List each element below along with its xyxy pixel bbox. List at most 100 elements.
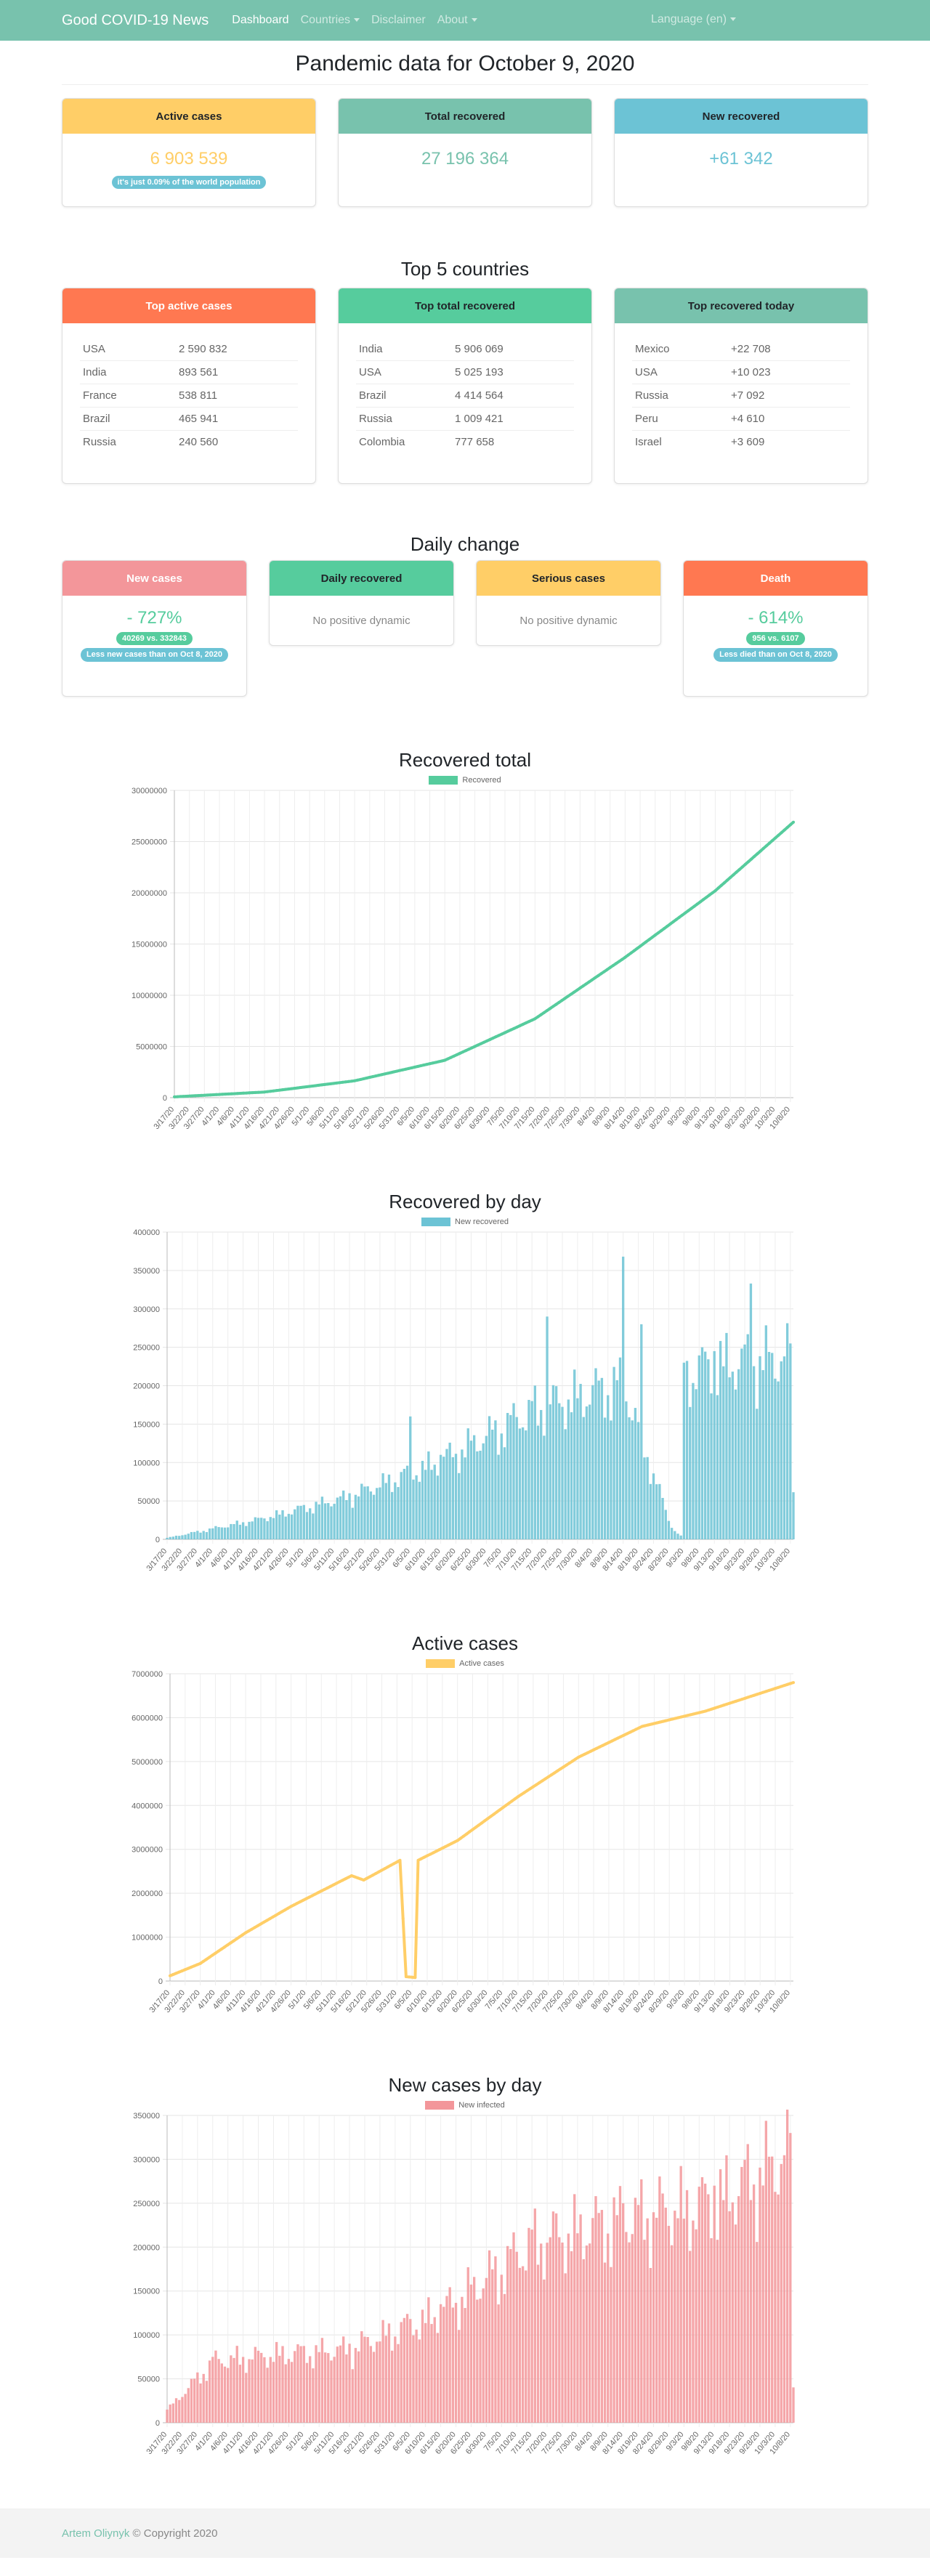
bar [588, 2243, 591, 2423]
status-text: No positive dynamic [312, 615, 411, 628]
data-point [307, 1895, 311, 1899]
top-active-table: USA 2 590 832 India 893 561 France 538 811 … [80, 338, 298, 453]
bar [658, 1484, 661, 1540]
chart-legend[interactable]: New recovered [62, 1218, 868, 1227]
chart-legend[interactable]: New infected [62, 2101, 868, 2110]
data-point [461, 1050, 465, 1054]
bar [171, 2403, 175, 2423]
bar [448, 1443, 451, 1540]
language-dropdown[interactable]: Language (en) [651, 13, 737, 26]
data-point [289, 1905, 293, 1908]
bar [703, 2184, 707, 2423]
data-point [483, 1819, 487, 1823]
data-point [444, 1845, 448, 1849]
bar [573, 2194, 576, 2423]
data-point [295, 1902, 299, 1905]
data-point [250, 1928, 254, 1932]
data-point [271, 1916, 275, 1919]
y-tick-label: 250000 [133, 1344, 160, 1353]
nav-disclaimer[interactable]: Disclaimer [371, 14, 426, 26]
bar [525, 2270, 527, 2423]
bar [500, 2275, 503, 2423]
data-point [506, 1029, 510, 1033]
brand-logo[interactable]: Good COVID-19 News [62, 12, 209, 28]
bar [509, 2249, 512, 2423]
data-point [620, 958, 624, 962]
bar [703, 1351, 707, 1540]
bar [771, 2156, 774, 2423]
data-point [501, 1806, 505, 1810]
bar [603, 1417, 607, 1540]
bar [405, 2314, 409, 2423]
bar [518, 1428, 522, 1540]
active-cases-card: Active cases 6 903 539 it's just 0.09% o… [62, 98, 316, 207]
bar [512, 2232, 515, 2423]
bar [193, 1532, 196, 1540]
bar [296, 2344, 299, 2423]
bar [743, 1345, 746, 1540]
data-point [328, 1885, 332, 1889]
bar [540, 1410, 543, 1540]
bar [208, 1528, 211, 1540]
bar [202, 2374, 205, 2423]
data-point [743, 1697, 747, 1701]
caret-down-icon [471, 18, 477, 23]
y-tick-label: 7000000 [132, 1670, 163, 1679]
nav-about-dropdown[interactable]: About [437, 14, 477, 27]
death-change: - 614% [748, 608, 804, 628]
chart-title: Recovered by day [389, 1191, 541, 1213]
data-point [371, 1075, 374, 1079]
data-point [386, 1866, 389, 1869]
bar [409, 2319, 412, 2423]
data-point [169, 1974, 171, 1978]
bar [275, 1510, 278, 1540]
bar [269, 2357, 272, 2423]
table-row: Russia 1 009 421 [356, 407, 574, 432]
data-point [464, 1049, 468, 1053]
bar [256, 2351, 260, 2423]
data-point [176, 1095, 179, 1099]
data-point [280, 1088, 284, 1092]
bar [394, 1482, 397, 1540]
bar [397, 1487, 400, 1540]
bar [345, 2354, 348, 2423]
data-point [573, 991, 576, 995]
bar [576, 2233, 579, 2423]
bar [318, 1504, 320, 1540]
data-point [467, 1048, 471, 1051]
nav-dashboard[interactable]: Dashboard [232, 14, 289, 26]
chart-section: Recovered total Recovered 0 5000000 10000000… [62, 749, 868, 1151]
data-point [665, 1719, 668, 1722]
card-header: Top active cases [62, 288, 315, 324]
bar [676, 2218, 679, 2423]
nav-countries-dropdown[interactable]: Countries [301, 14, 360, 27]
bar [348, 2344, 351, 2423]
bar [400, 2322, 403, 2423]
data-point [753, 855, 756, 859]
chart-legend[interactable]: Active cases [62, 1659, 868, 1669]
bar [424, 2323, 427, 2423]
data-point [560, 999, 564, 1003]
bar [533, 1385, 536, 1540]
data-point [732, 873, 735, 877]
chart-legend[interactable]: Recovered [62, 776, 868, 785]
data-point [440, 1059, 444, 1063]
data-point [211, 1953, 214, 1957]
card-header: Death [684, 561, 868, 596]
bar [670, 2245, 674, 2423]
data-point [447, 1844, 450, 1847]
card-header: Total recovered [339, 99, 591, 134]
data-point [180, 1969, 184, 1973]
bar [634, 1408, 637, 1540]
bar [211, 2357, 214, 2423]
data-point [479, 1042, 482, 1046]
data-point [389, 1071, 392, 1074]
data-point [401, 1069, 405, 1072]
data-point [245, 1091, 248, 1095]
data-point [224, 1093, 227, 1096]
author-link[interactable]: Artem Oliynyk [62, 2527, 130, 2540]
data-point [783, 828, 786, 832]
bar [700, 1348, 704, 1540]
y-tick-label: 50000 [137, 2375, 160, 2384]
bar [554, 1386, 558, 1540]
